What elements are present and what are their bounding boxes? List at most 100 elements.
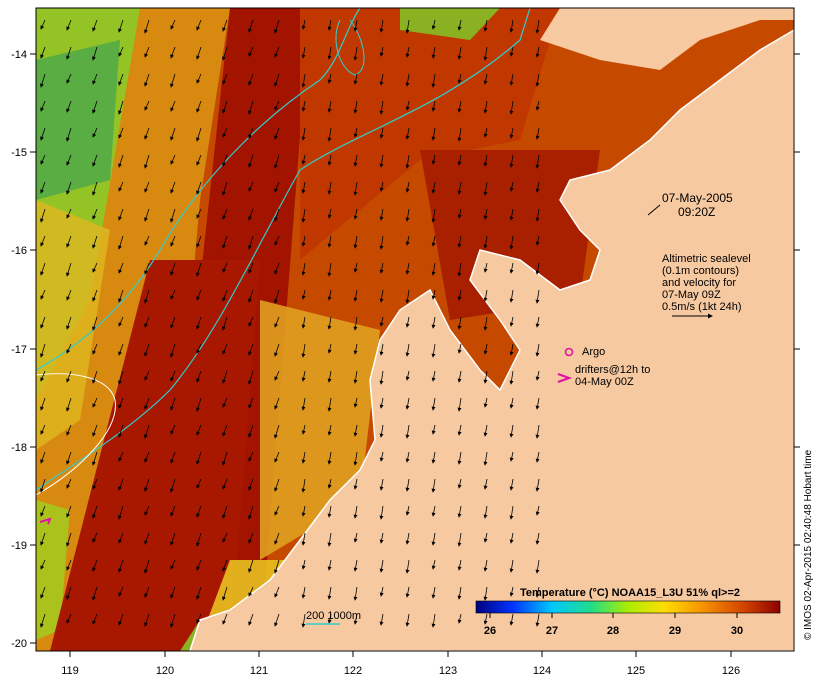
velocity-arrow [379, 559, 384, 573]
velocity-arrow [118, 127, 124, 139]
velocity-arrow [483, 127, 488, 138]
velocity-arrow [144, 289, 150, 304]
velocity-arrow [509, 505, 514, 520]
velocity-arrow [274, 613, 280, 627]
velocity-arrow [535, 370, 540, 381]
velocity-arrow [248, 586, 254, 597]
date-label-line2: 09:20Z [678, 205, 715, 219]
velocity-arrow [535, 397, 540, 410]
x-tick-label: 124 [533, 665, 551, 677]
velocity-arrow [509, 46, 514, 57]
velocity-arrow [379, 154, 384, 168]
velocity-arrow [196, 181, 202, 195]
drifters-label-line1: drifters@12h to [575, 364, 650, 376]
velocity-arrow [248, 235, 254, 250]
velocity-arrow [353, 370, 358, 384]
velocity-arrow [301, 127, 306, 141]
velocity-arrow [144, 316, 150, 328]
velocity-arrow [40, 559, 46, 570]
velocity-arrow [40, 154, 46, 165]
velocity-arrow [40, 127, 46, 141]
velocity-arrow [353, 46, 358, 61]
velocity-arrow [40, 316, 46, 329]
velocity-arrow [379, 262, 384, 274]
velocity-arrow [170, 586, 176, 599]
velocity-arrow [222, 46, 228, 61]
velocity-arrow [144, 613, 150, 627]
velocity-arrow [118, 424, 124, 438]
velocity-arrow [379, 181, 384, 192]
velocity-arrow [535, 289, 540, 304]
velocity-arrow [274, 262, 280, 275]
velocity-arrow [535, 586, 540, 598]
velocity-arrow [118, 478, 124, 491]
y-tick-label: -17 [11, 344, 27, 356]
velocity-arrow [248, 73, 254, 86]
colorbar-tick: 28 [607, 625, 619, 637]
velocity-arrow [144, 100, 150, 111]
velocity-arrow [535, 235, 540, 246]
velocity-arrow [301, 208, 306, 223]
velocity-arrow [40, 424, 46, 435]
velocity-arrow [509, 559, 514, 573]
velocity-arrow [405, 262, 410, 275]
velocity-arrow [170, 100, 176, 112]
velocity-arrow [405, 19, 410, 34]
velocity-arrow [66, 559, 72, 571]
velocity-arrow [196, 478, 202, 489]
velocity-arrow [170, 505, 176, 517]
velocity-arrow [196, 154, 202, 166]
velocity-arrow [379, 343, 384, 356]
velocity-arrow [405, 613, 410, 627]
velocity-arrow [66, 586, 72, 600]
velocity-arrow [327, 478, 332, 489]
velocity-arrow [92, 586, 98, 601]
velocity-arrow [431, 289, 436, 300]
velocity-arrow [405, 316, 410, 328]
drifter-track-icon [39, 517, 52, 525]
velocity-arrow [222, 19, 228, 32]
velocity-arrow [483, 73, 488, 85]
velocity-arrow [66, 451, 72, 465]
velocity-arrow [40, 289, 46, 300]
x-tick-label: 122 [344, 665, 362, 677]
velocity-arrow [66, 100, 72, 113]
velocity-arrow [431, 262, 436, 276]
velocity-arrow [92, 208, 98, 220]
velocity-arrow [353, 100, 358, 114]
velocity-arrow [196, 208, 202, 219]
velocity-arrow [405, 46, 410, 58]
velocity-arrow [405, 235, 410, 246]
velocity-arrow [301, 370, 306, 382]
velocity-arrow [431, 181, 436, 194]
velocity-arrow [509, 532, 514, 544]
velocity-arrow [40, 46, 46, 59]
velocity-arrow [274, 397, 280, 410]
velocity-arrow [457, 505, 462, 518]
velocity-arrow [483, 424, 488, 437]
velocity-arrow [118, 181, 124, 192]
velocity-arrow [222, 424, 228, 437]
legend-line3: and velocity for [662, 277, 736, 289]
velocity-arrow [301, 316, 306, 329]
velocity-arrow [274, 505, 280, 516]
velocity-arrow [327, 370, 332, 383]
colorbar-tick: 29 [669, 625, 681, 637]
velocity-arrow [222, 235, 228, 249]
velocity-arrow [66, 208, 72, 219]
velocity-arrow [327, 154, 332, 166]
velocity-arrow [483, 235, 488, 249]
velocity-arrow [66, 181, 72, 195]
velocity-arrow [379, 235, 384, 250]
velocity-arrow [92, 154, 98, 167]
velocity-arrow [196, 424, 202, 436]
velocity-arrow [40, 343, 46, 358]
velocity-arrow [66, 127, 72, 142]
velocity-arrow [274, 316, 280, 328]
velocity-arrow [222, 127, 228, 138]
depth-contour-1000m [36, 8, 361, 371]
velocity-arrow [353, 235, 358, 249]
velocity-arrow [379, 370, 384, 385]
velocity-arrow [274, 559, 280, 574]
velocity-arrow [196, 397, 202, 412]
